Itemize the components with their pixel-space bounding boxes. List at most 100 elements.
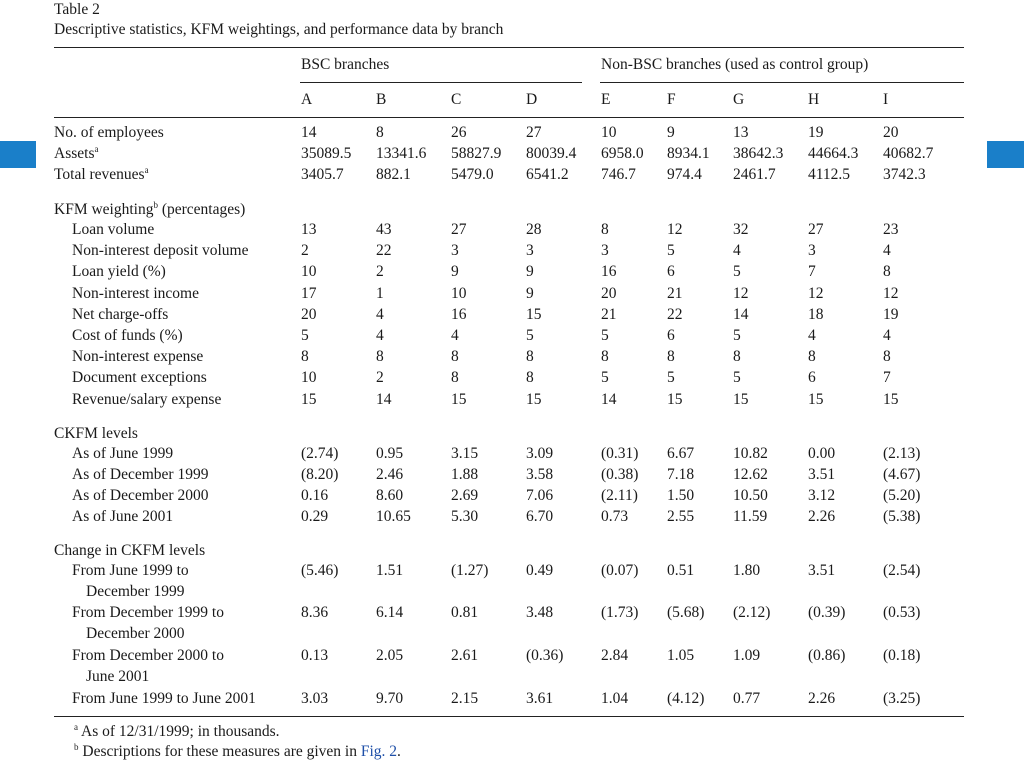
table-cell: 8 [883,263,891,280]
table-cell: 44664.3 [808,145,859,162]
group-header-nonbsc: Non-BSC branches (used as control group) [601,56,869,73]
nonbsc-group-rule [600,82,964,83]
table-cell: 14 [301,124,317,141]
table-cell: 2.46 [376,466,404,483]
table-cell: 4 [733,242,741,259]
row-label-continuation: December 2000 [86,625,185,642]
table-cell: 14 [376,391,392,408]
table-cell: 10 [601,124,617,141]
table-cell: 0.49 [526,562,554,579]
table-cell: 2.15 [451,690,479,707]
table-cell: 8 [451,369,459,386]
row-label-continuation: December 1999 [86,583,185,600]
table-cell: 8 [376,124,384,141]
table-cell: 2461.7 [733,166,776,183]
row-label: Non-interest deposit volume [72,242,249,259]
table-cell: 6541.2 [526,166,569,183]
table-cell: 15 [733,391,749,408]
table-cell: 3.15 [451,445,479,462]
table-cell: 8 [301,348,309,365]
table-cell: 0.77 [733,690,761,707]
row-label: From December 1999 to [72,604,224,621]
row-label: Net charge-offs [72,306,169,323]
table-cell: 15 [526,306,542,323]
table-cell: 6 [667,263,675,280]
table-cell: 0.00 [808,445,836,462]
table-cell: 10.82 [733,445,768,462]
row-label: Revenue/salary expense [72,391,222,408]
footnote-marker: a [94,144,99,154]
table-cell: 26 [451,124,467,141]
header-bottom-rule [54,117,964,118]
table-cell: 4 [376,306,384,323]
table-cell: 8 [883,348,891,365]
table-cell: 7 [883,369,891,386]
table-bottom-rule [54,716,964,717]
table-cell: 746.7 [601,166,636,183]
column-header-h: H [808,91,820,108]
table-cell: 35089.5 [301,145,352,162]
table-cell: (8.20) [301,466,339,483]
table-cell: 6.67 [667,445,695,462]
table-cell: (5.68) [667,604,705,621]
table-cell: (0.86) [808,647,846,664]
table-cell: 2.84 [601,647,629,664]
row-label: As of June 2001 [72,508,174,525]
group-header-bsc: BSC branches [301,56,390,73]
table-cell: 1.88 [451,466,479,483]
table-cell: (2.54) [883,562,921,579]
table-cell: 8 [601,348,609,365]
table-cell: 3.61 [526,690,554,707]
table-cell: 4 [808,327,816,344]
figure-link[interactable]: Fig. 2 [360,743,398,760]
table-cell: 882.1 [376,166,411,183]
footnote-text-end: . [397,743,401,760]
table-cell: 14 [733,306,749,323]
table-cell: 5 [667,242,675,259]
table-cell: 4112.5 [808,166,851,183]
table-cell: 3.58 [526,466,554,483]
table-cell: 6 [667,327,675,344]
table-cell: 5.30 [451,508,479,525]
table-cell: 14 [601,391,617,408]
column-header-d: D [526,91,538,108]
table-cell: (5.20) [883,487,921,504]
table-cell: 20 [883,124,899,141]
table-cell: 8 [601,221,609,238]
table-cell: 3.51 [808,562,836,579]
table-cell: 5 [301,327,309,344]
table-cell: 12 [883,285,899,302]
row-label: No. of employees [54,124,164,141]
row-label: Total revenuesa [54,165,149,184]
table-cell: 3 [526,242,534,259]
table-cell: 16 [601,263,617,280]
top-rule [54,47,964,48]
table-cell: 15 [526,391,542,408]
table-cell: 0.13 [301,647,329,664]
table-cell: 32 [733,221,749,238]
row-label: Loan yield (%) [72,263,166,280]
table-cell: 18 [808,306,824,323]
column-header-f: F [667,91,676,108]
table-cell: 8.60 [376,487,404,504]
row-label: Non-interest expense [72,348,204,365]
table-cell: 2.69 [451,487,479,504]
footnote-mark: a [74,722,78,732]
table-cell: 4 [883,327,891,344]
table-cell: 5 [601,327,609,344]
table-cell: (2.74) [301,445,339,462]
column-header-i: I [883,91,889,108]
table-cell: 9 [526,263,534,280]
row-label: Document exceptions [72,369,207,386]
table-cell: 1.04 [601,690,629,707]
row-label: Loan volume [72,221,155,238]
table-cell: 27 [451,221,467,238]
column-header-c: C [451,91,462,108]
table-cell: 12 [667,221,683,238]
table-cell: 6.70 [526,508,554,525]
table-cell: 3.03 [301,690,329,707]
table-cell: (2.11) [601,487,638,504]
table-cell: (0.39) [808,604,846,621]
table-cell: 5 [733,369,741,386]
table-cell: 1.51 [376,562,404,579]
